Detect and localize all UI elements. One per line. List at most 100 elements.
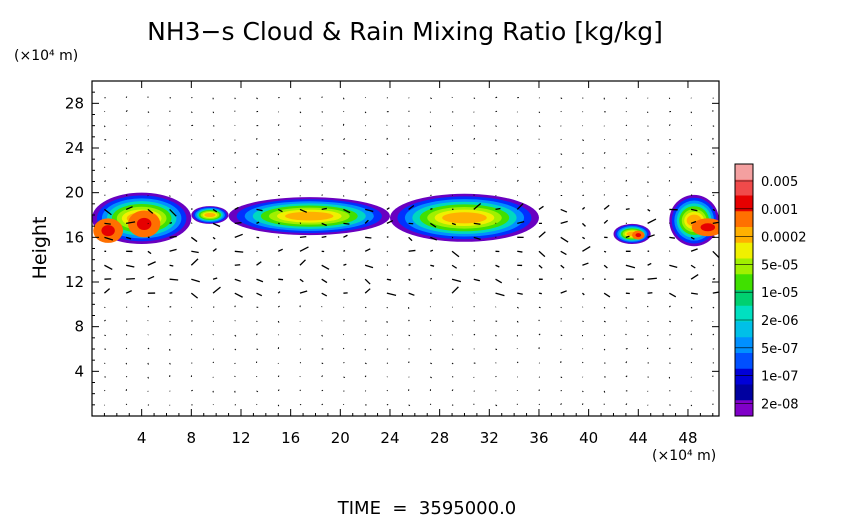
wind-vector bbox=[690, 236, 695, 240]
wind-vector bbox=[429, 222, 437, 228]
wind-vector bbox=[125, 194, 128, 196]
wind-vector bbox=[516, 306, 519, 309]
wind-vector bbox=[473, 264, 475, 267]
wind-vector bbox=[473, 305, 475, 308]
wind-vector bbox=[190, 292, 199, 299]
wind-vector bbox=[343, 249, 346, 252]
wind-vector bbox=[517, 292, 523, 295]
wind-vector bbox=[495, 110, 498, 113]
wind-vector bbox=[690, 264, 696, 269]
cloud-contour bbox=[285, 211, 334, 221]
wind-vector bbox=[321, 194, 323, 196]
wind-vector bbox=[104, 334, 106, 337]
wind-vector bbox=[495, 292, 505, 297]
wind-vector bbox=[386, 389, 388, 392]
wind-vector bbox=[147, 111, 150, 113]
wind-vector bbox=[125, 206, 133, 211]
wind-vector bbox=[386, 306, 388, 309]
wind-vector bbox=[364, 375, 367, 378]
cloud-core bbox=[136, 217, 152, 230]
wind-vector bbox=[277, 248, 283, 252]
wind-vector bbox=[104, 236, 114, 241]
wind-vector bbox=[364, 264, 374, 269]
time-label: TIME = 3595000.0 bbox=[337, 498, 517, 519]
wind-vector bbox=[386, 181, 389, 183]
wind-vector bbox=[103, 125, 106, 128]
wind-vector bbox=[647, 320, 649, 323]
x-tick-label: 8 bbox=[187, 429, 197, 447]
wind-vector bbox=[603, 204, 610, 210]
wind-vector bbox=[364, 111, 367, 114]
wind-vector bbox=[256, 153, 259, 155]
wind-vector bbox=[408, 249, 416, 252]
colorbar-label: 2e-06 bbox=[761, 314, 799, 329]
wind-vector bbox=[321, 222, 327, 227]
wind-vector bbox=[299, 259, 306, 266]
wind-vector bbox=[712, 166, 714, 168]
colorbar-label: 2e-08 bbox=[761, 397, 799, 412]
wind-vector bbox=[169, 166, 171, 168]
y-unit-label: (×10⁴ m) bbox=[14, 48, 78, 64]
wind-vector bbox=[342, 180, 345, 182]
wind-vector bbox=[234, 320, 236, 322]
colorbar-swatch bbox=[735, 400, 753, 417]
cloud-contour bbox=[442, 212, 487, 224]
wind-vector bbox=[517, 250, 523, 253]
wind-vector bbox=[690, 208, 698, 212]
wind-vector bbox=[603, 152, 606, 154]
wind-vector bbox=[386, 236, 389, 238]
wind-vector bbox=[690, 320, 693, 322]
wind-vector bbox=[104, 152, 106, 154]
wind-vector bbox=[364, 248, 371, 252]
wind-vector bbox=[364, 194, 367, 196]
wind-vector bbox=[104, 306, 106, 309]
wind-vector bbox=[190, 222, 193, 224]
wind-vector bbox=[712, 306, 715, 309]
wind-vector bbox=[495, 375, 497, 378]
chart-title: NH3−s Cloud & Rain Mixing Ratio [kg/kg] bbox=[147, 17, 663, 46]
wind-vector bbox=[516, 203, 524, 210]
wind-vector bbox=[647, 139, 650, 141]
wind-vector-field bbox=[103, 96, 719, 407]
wind-vector bbox=[582, 278, 585, 280]
colorbar-swatch bbox=[735, 274, 753, 291]
wind-vector bbox=[212, 222, 221, 228]
wind-vector bbox=[560, 264, 565, 269]
wind-vector bbox=[430, 376, 432, 379]
wind-vector bbox=[625, 361, 628, 364]
wind-vector bbox=[495, 278, 503, 284]
wind-vector bbox=[625, 97, 628, 99]
y-tick-label: 16 bbox=[65, 228, 84, 246]
wind-vector bbox=[212, 208, 218, 213]
wind-vector bbox=[538, 125, 541, 128]
wind-vector bbox=[343, 234, 348, 238]
wind-vector bbox=[191, 389, 193, 392]
wind-vector bbox=[169, 235, 177, 238]
wind-vector bbox=[321, 264, 330, 270]
wind-vector bbox=[125, 333, 128, 336]
wind-vector bbox=[712, 278, 716, 280]
wind-vector bbox=[516, 361, 519, 364]
colorbar-label: 5e-05 bbox=[761, 258, 799, 273]
wind-vector bbox=[212, 195, 215, 198]
colorbar-label: 0.005 bbox=[761, 175, 798, 190]
wind-vector bbox=[669, 264, 678, 269]
wind-vector bbox=[256, 278, 264, 283]
wind-vector bbox=[690, 274, 699, 280]
wind-vector bbox=[690, 333, 693, 336]
wind-vector bbox=[647, 277, 657, 280]
wind-vector bbox=[256, 137, 258, 140]
colorbar-swatch bbox=[735, 368, 753, 385]
wind-vector bbox=[277, 291, 281, 294]
wind-vector bbox=[386, 292, 397, 297]
wind-vector bbox=[147, 347, 150, 350]
wind-vector bbox=[603, 292, 611, 298]
x-tick-label: 28 bbox=[430, 429, 449, 447]
wind-vector bbox=[234, 278, 241, 282]
wind-vector bbox=[451, 250, 460, 258]
wind-vector bbox=[169, 264, 174, 267]
wind-vector bbox=[343, 222, 350, 225]
wind-vector bbox=[538, 292, 542, 295]
wind-vector bbox=[712, 333, 715, 336]
wind-vector bbox=[603, 250, 607, 253]
